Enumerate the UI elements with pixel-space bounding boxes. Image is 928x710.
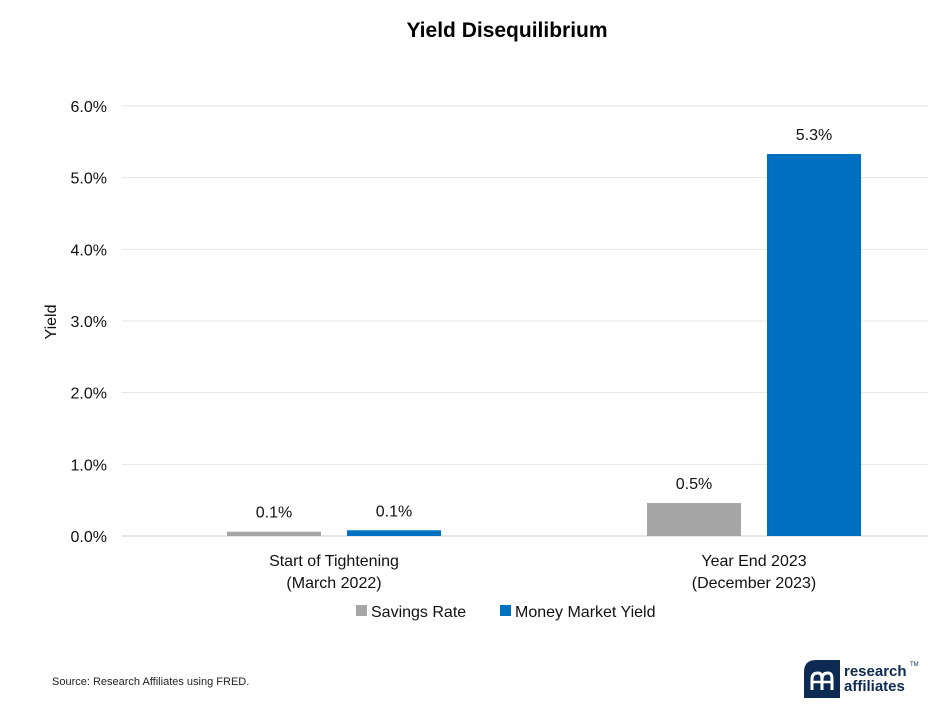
category-label: (December 2023) — [692, 575, 817, 592]
logo-line1: research — [844, 663, 907, 680]
y-axis-title: Yield — [43, 305, 60, 340]
data-labels: 0.1% 0.1% 0.5% 5.3% — [256, 127, 832, 522]
y-axis-ticks: 0.0% 1.0% 2.0% 3.0% 4.0% 5.0% 6.0% — [71, 99, 107, 546]
data-label: 0.5% — [676, 476, 712, 493]
category-label: Year End 2023 — [701, 553, 806, 570]
source-note: Source: Research Affiliates using FRED. — [52, 676, 250, 688]
bar — [347, 530, 441, 536]
research-affiliates-logo: research affiliates TM — [804, 660, 919, 700]
y-tick-label: 2.0% — [71, 386, 107, 403]
legend-label: Money Market Yield — [515, 604, 656, 621]
bar — [647, 503, 741, 536]
y-tick-label: 0.0% — [71, 529, 107, 546]
data-label: 0.1% — [376, 503, 412, 520]
y-tick-label: 4.0% — [71, 242, 107, 259]
bar — [227, 531, 321, 536]
data-label: 5.3% — [796, 127, 832, 144]
logo-line2: affiliates — [844, 678, 905, 695]
gridlines — [122, 105, 928, 537]
logo-wordmark: research affiliates — [844, 664, 907, 694]
legend-swatch — [356, 605, 367, 616]
legend-swatch — [500, 605, 511, 616]
logo-mark-icon — [804, 660, 840, 698]
legend-label: Savings Rate — [371, 604, 466, 621]
bars — [227, 154, 861, 536]
y-tick-label: 6.0% — [71, 99, 107, 116]
data-label: 0.1% — [256, 505, 292, 522]
category-label: (March 2022) — [286, 575, 381, 592]
category-label: Start of Tightening — [269, 553, 399, 570]
logo-trademark: TM — [910, 662, 919, 668]
y-tick-label: 3.0% — [71, 314, 107, 331]
legend: Savings Rate Money Market Yield — [356, 604, 656, 621]
category-labels: Start of Tightening (March 2022) Year End … — [269, 553, 816, 592]
y-tick-label: 1.0% — [71, 457, 107, 474]
bar — [767, 154, 861, 536]
y-tick-label: 5.0% — [71, 171, 107, 188]
chart-title: Yield Disequilibrium — [406, 19, 607, 42]
